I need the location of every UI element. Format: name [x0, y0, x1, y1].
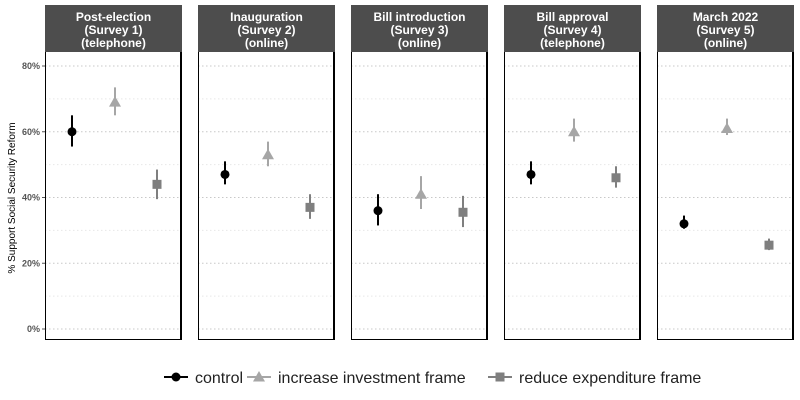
- data-point: [679, 219, 689, 229]
- panel-background: [198, 52, 335, 340]
- data-point: [67, 127, 77, 137]
- facet-title-line: (online): [704, 36, 747, 50]
- facet-strip: [198, 5, 335, 52]
- y-tick-label: 40%: [22, 193, 40, 203]
- legend-key-marker: [171, 372, 181, 382]
- facet-title-line: Post-election: [76, 10, 151, 24]
- facet-title-line: (Survey 4): [543, 23, 601, 37]
- data-point: [458, 207, 468, 217]
- facet-strip: [351, 5, 488, 52]
- facet-strip: [45, 5, 182, 52]
- facet-panel: Inauguration(Survey 2)(online): [198, 5, 335, 340]
- data-point: [764, 240, 774, 250]
- data-point: [526, 169, 536, 179]
- legend-item: reduce expenditure frame: [488, 370, 701, 387]
- panel-background: [657, 52, 794, 340]
- facet-title-line: (Survey 3): [390, 23, 448, 37]
- data-point: [262, 148, 274, 160]
- facet-panel: Bill approval(Survey 4)(telephone): [504, 5, 641, 340]
- facet-title-line: March 2022: [693, 10, 759, 24]
- panels: Post-election(Survey 1)(telephone)Inaugu…: [45, 5, 794, 340]
- legend: control increase investment frame reduce e…: [164, 370, 701, 387]
- data-point: [373, 206, 383, 216]
- y-tick-label: 80%: [22, 61, 40, 71]
- legend-key-marker: [495, 372, 505, 382]
- facet-title-line: (telephone): [540, 36, 605, 50]
- legend-label: increase investment frame: [278, 370, 466, 387]
- panel-background: [504, 52, 641, 340]
- facet-panel: Bill introduction(Survey 3)(online): [351, 5, 488, 340]
- legend-item: control: [164, 370, 243, 387]
- facet-title-line: Inauguration: [230, 10, 303, 24]
- facet-title-line: (Survey 2): [237, 23, 295, 37]
- data-point: [220, 169, 230, 179]
- facet-title-line: (Survey 1): [84, 23, 142, 37]
- facet-title-line: Bill introduction: [374, 10, 466, 24]
- data-point: [109, 96, 121, 107]
- facet-panel: Post-election(Survey 1)(telephone): [45, 5, 182, 340]
- facet-title-line: (online): [398, 36, 441, 50]
- data-point: [152, 179, 162, 189]
- legend-key-marker: [253, 371, 265, 382]
- panel-background: [45, 52, 182, 340]
- y-tick-label: 60%: [22, 127, 40, 137]
- data-point: [415, 188, 427, 199]
- facet-title-line: (online): [245, 36, 288, 50]
- facet-panel: March 2022(Survey 5)(online): [657, 5, 794, 340]
- data-point: [611, 173, 621, 183]
- legend-label: control: [195, 370, 243, 387]
- data-point: [305, 202, 315, 212]
- y-axis: 0% 20% 40% 60% 80%: [22, 61, 45, 334]
- legend-item: increase investment frame: [247, 370, 466, 387]
- legend-label: reduce expenditure frame: [519, 370, 701, 387]
- data-point: [721, 122, 733, 133]
- y-axis-label: % Support Social Security Reform: [7, 122, 18, 273]
- facet-title-line: (telephone): [81, 36, 146, 50]
- data-point: [568, 125, 580, 137]
- facet-strip: [504, 5, 641, 52]
- facet-title-line: (Survey 5): [696, 23, 754, 37]
- facet-title-line: Bill approval: [536, 10, 608, 24]
- facet-strip: [657, 5, 794, 52]
- y-tick-label: 20%: [22, 258, 40, 268]
- y-tick-label: 0%: [27, 324, 40, 334]
